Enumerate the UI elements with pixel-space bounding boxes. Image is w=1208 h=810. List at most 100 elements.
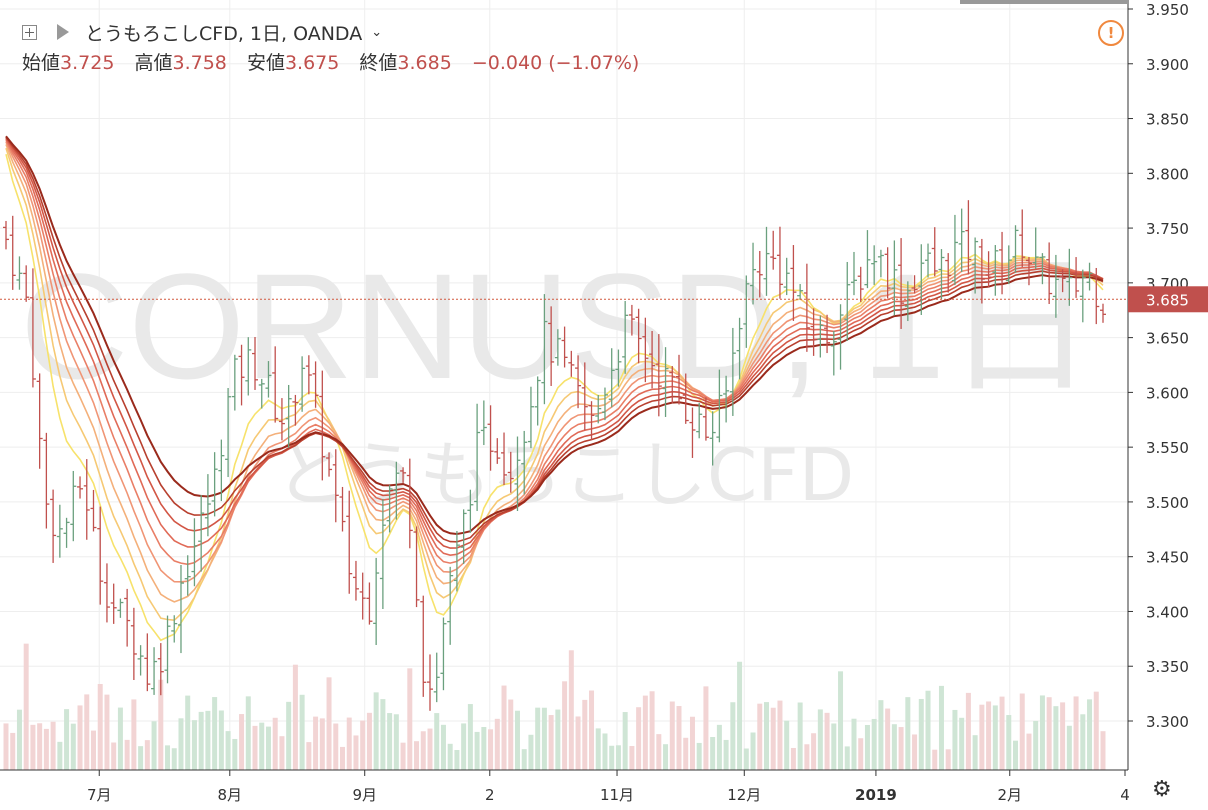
- volume-bar: [737, 661, 743, 770]
- last-price-tag: 3.685: [1128, 286, 1208, 313]
- volume-bar: [454, 749, 460, 770]
- grid-lines: [0, 0, 1128, 770]
- volume-bar: [393, 714, 399, 770]
- ohlc-bar: [877, 249, 884, 278]
- ohlc-bar: [198, 494, 205, 572]
- ohlc-bar: [541, 294, 548, 405]
- ohlc-bar: [1073, 257, 1080, 298]
- volume-bar: [1033, 720, 1039, 770]
- ohlc-bar: [191, 518, 198, 587]
- volume-bar: [514, 710, 520, 770]
- volume-bar: [90, 730, 96, 770]
- moving-average-line: [5, 136, 1104, 543]
- ohlc-bar: [850, 251, 857, 296]
- ohlc-bar: [420, 595, 427, 697]
- ohlc-bar: [400, 467, 407, 483]
- volume-bar: [622, 712, 628, 770]
- add-icon[interactable]: [22, 24, 37, 40]
- volume-bar: [952, 709, 958, 770]
- volume-bar: [414, 741, 420, 770]
- ohlc-bar: [258, 378, 265, 409]
- volume-bar: [723, 739, 729, 770]
- ohlc-bar: [406, 458, 413, 549]
- volume-bar: [1026, 733, 1032, 770]
- ohlc-bar: [581, 362, 588, 431]
- y-tick-label: 3.400: [1146, 603, 1189, 621]
- y-tick-label: 3.900: [1146, 56, 1189, 74]
- ohlc-bar: [978, 238, 985, 304]
- volume-bar: [212, 697, 218, 770]
- ohlc-bar: [1066, 248, 1073, 306]
- volume-bars: [3, 643, 1106, 770]
- moving-average-line: [5, 138, 1104, 557]
- volume-bar: [716, 724, 722, 770]
- volume-bar: [811, 733, 817, 770]
- ohlc-bar: [1012, 225, 1019, 273]
- moving-average-line: [5, 154, 1104, 642]
- ohlc-bar: [534, 376, 541, 426]
- ohlc-bar: [951, 214, 958, 286]
- price-axis[interactable]: 3.9503.9003.8503.8003.7503.7003.6503.600…: [1128, 1, 1189, 731]
- ohlc-bar: [339, 486, 346, 532]
- ohlc-bar: [750, 242, 757, 305]
- volume-bar: [770, 707, 776, 770]
- volume-bar: [804, 744, 810, 770]
- chevron-down-icon[interactable]: ⌄: [371, 24, 383, 40]
- volume-bar: [979, 704, 985, 770]
- gear-icon[interactable]: ⚙: [1152, 777, 1172, 802]
- ohlc-bar: [743, 275, 750, 348]
- ohlc-bar: [628, 304, 635, 336]
- volume-bar: [252, 725, 258, 770]
- ohlc-bar: [29, 268, 36, 388]
- ohlc-bar: [9, 215, 16, 290]
- ohlc-bar: [97, 506, 104, 605]
- volume-bar: [488, 729, 494, 770]
- volume-bar: [575, 716, 581, 770]
- ohlc-bar: [346, 490, 353, 594]
- x-tick-label: 8月: [218, 786, 243, 804]
- volume-bar: [259, 722, 265, 770]
- volume-bar: [501, 685, 507, 770]
- volume-bar: [279, 736, 285, 770]
- ohlc-bar: [575, 355, 582, 409]
- x-tick-label: 2019: [855, 786, 897, 804]
- ohlc-bar: [891, 240, 898, 316]
- volume-bar: [205, 710, 211, 770]
- y-tick-label: 3.450: [1146, 549, 1189, 567]
- ohlc-bar: [56, 504, 63, 558]
- volume-bar: [548, 715, 554, 770]
- ohlc-bar: [63, 517, 70, 548]
- ohlc-bar: [824, 314, 831, 354]
- price-axis-top-block: [960, 0, 1128, 4]
- ohlc-bar: [460, 509, 467, 565]
- ohlc-bar: [501, 432, 508, 485]
- ohlc-bar: [871, 245, 878, 285]
- volume-bar: [138, 746, 144, 770]
- volume-bar: [171, 748, 177, 770]
- ohlc-bar: [702, 397, 709, 441]
- ohlc-bar: [494, 438, 501, 464]
- volume-bar: [340, 746, 346, 770]
- symbol-title[interactable]: とうもろこしCFD, 1日, OANDA: [85, 22, 363, 45]
- ohlc-bar: [655, 334, 662, 417]
- volume-bar: [642, 695, 648, 770]
- x-tick-label: 9月: [352, 786, 377, 804]
- volume-bar: [562, 681, 568, 770]
- volume-bar: [1093, 691, 1099, 770]
- alert-icon[interactable]: !: [1098, 20, 1124, 46]
- ohlc-bar: [904, 281, 911, 322]
- ohlc-bar: [36, 373, 43, 469]
- time-axis[interactable]: 7月 8月 9月 2 11月 12月 2019 2月 4: [87, 770, 1130, 804]
- ohlc-bar: [790, 245, 797, 321]
- volume-bar: [858, 738, 864, 770]
- ohlc-bar: [90, 489, 97, 532]
- volume-bar: [131, 699, 137, 770]
- volume-bar: [299, 694, 305, 770]
- flag-icon[interactable]: [57, 24, 69, 40]
- volume-bar: [30, 724, 36, 770]
- x-tick-label: 4: [1120, 786, 1130, 804]
- ohlc-bar: [487, 405, 494, 471]
- ohlc-bar: [252, 337, 259, 390]
- last-price-label: 3.685: [1146, 291, 1189, 309]
